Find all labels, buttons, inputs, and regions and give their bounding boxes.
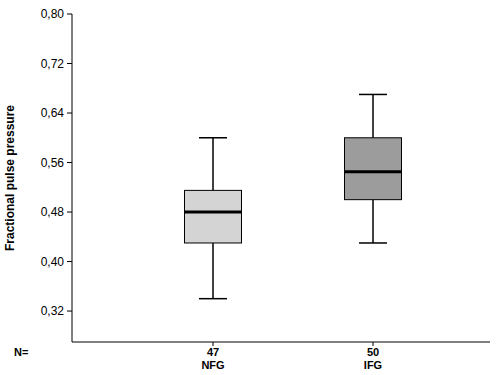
y-tick-label: 0,40 bbox=[41, 255, 65, 269]
chart: 0,32 0,40 0,48 0,56 0,64 0,72 0,80 Fractional p… bbox=[0, 0, 500, 375]
y-tick-label: 0,32 bbox=[41, 304, 65, 318]
chart-container: 0,32 0,40 0,48 0,56 0,64 0,72 0,80 Fractional p… bbox=[0, 0, 500, 375]
y-tick bbox=[67, 261, 72, 262]
lower-cap bbox=[359, 242, 387, 244]
y-tick bbox=[67, 212, 72, 213]
x-axis bbox=[72, 342, 490, 343]
x-tick-label: IFG bbox=[364, 359, 382, 371]
y-tick bbox=[67, 113, 72, 114]
y-tick bbox=[67, 14, 72, 15]
y-tick bbox=[67, 63, 72, 64]
y-tick-label: 0,48 bbox=[41, 205, 65, 219]
y-tick bbox=[67, 311, 72, 312]
x-tick-label: NFG bbox=[201, 359, 224, 371]
y-axis-label: Fractional pulse pressure bbox=[3, 105, 17, 251]
y-tick-label: 0,56 bbox=[41, 156, 65, 170]
upper-cap bbox=[359, 94, 387, 96]
y-tick-label: 0,72 bbox=[41, 57, 65, 71]
median bbox=[345, 170, 402, 173]
box bbox=[345, 138, 402, 200]
y-tick bbox=[67, 162, 72, 163]
median bbox=[185, 211, 242, 214]
plot-marks bbox=[185, 94, 402, 298]
lower-whisker bbox=[372, 200, 374, 243]
lower-whisker bbox=[212, 243, 214, 299]
n-value: 47 bbox=[207, 346, 219, 358]
box bbox=[185, 190, 242, 243]
y-tick-label: 0,80 bbox=[41, 7, 65, 21]
lower-cap bbox=[199, 298, 227, 300]
upper-whisker bbox=[372, 94, 374, 137]
upper-whisker bbox=[212, 138, 214, 191]
n-label: N= bbox=[14, 346, 28, 358]
y-tick-label: 0,64 bbox=[41, 106, 65, 120]
n-value: 50 bbox=[367, 346, 379, 358]
upper-cap bbox=[199, 137, 227, 139]
